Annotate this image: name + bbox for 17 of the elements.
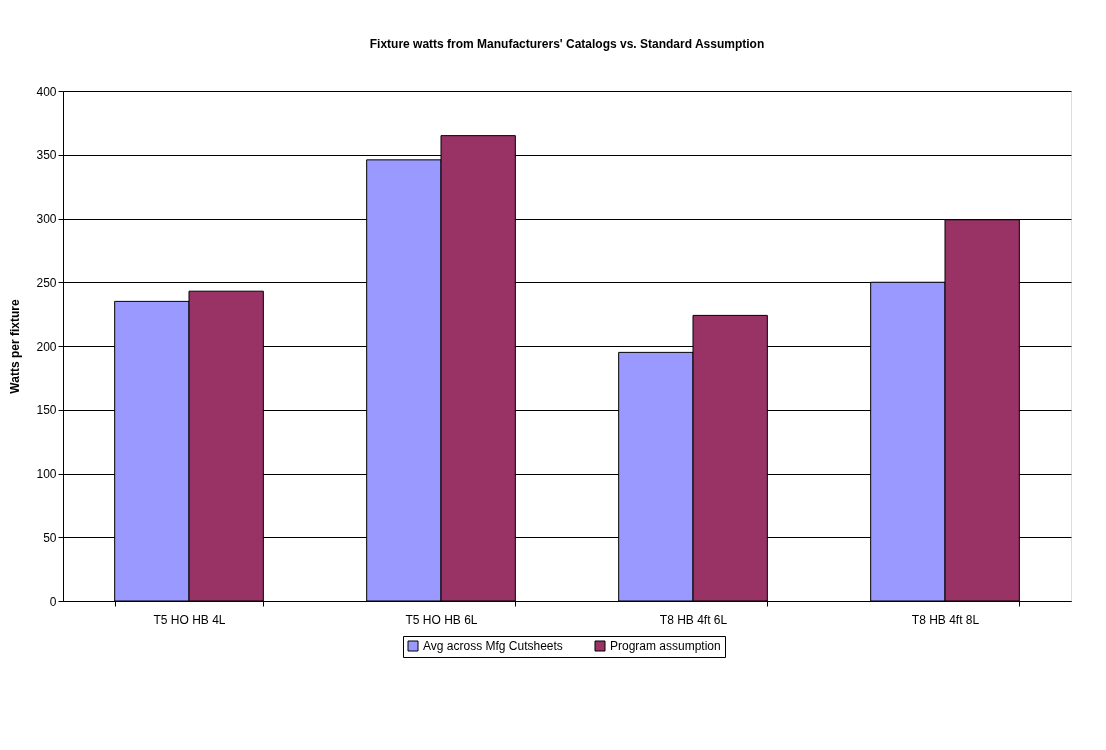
y-tick-label: 50	[43, 530, 57, 545]
x-tick-label: T8 HB 4ft 6L	[659, 612, 728, 627]
y-tick-label: 300	[36, 212, 57, 226]
y-tick-label: 250	[36, 275, 57, 290]
y-tick-label: 150	[36, 403, 57, 418]
y-axis-title: Watts per fixture	[8, 299, 23, 394]
y-tick-label: 400	[36, 84, 57, 99]
x-tick-label: T5 HO HB 6L	[405, 612, 478, 627]
legend-label: Program assumption	[610, 639, 721, 653]
chart-title: Fixture watts from Manufacturers' Catalogs vs. Standard Assumption	[369, 37, 765, 51]
y-tick-label: 100	[36, 467, 57, 481]
legend-label: Avg across Mfg Cutsheets	[423, 639, 563, 653]
y-tick-label: 350	[36, 148, 57, 163]
x-tick-label: T5 HO HB 4L	[153, 612, 226, 627]
y-tick-label: 0	[49, 594, 57, 609]
x-tick-label: T8 HB 4ft 8L	[911, 612, 980, 627]
y-tick-label: 200	[36, 339, 57, 354]
